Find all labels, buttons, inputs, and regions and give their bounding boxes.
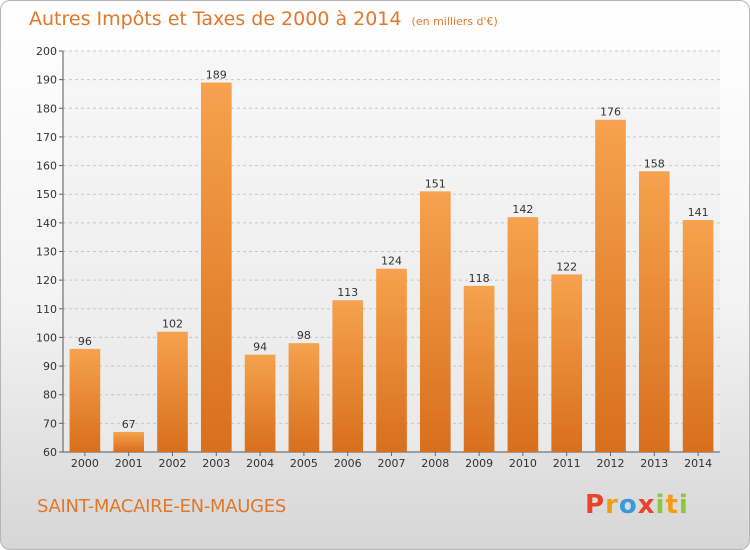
value-label: 96 (78, 335, 92, 348)
y-tick-label: 90 (43, 360, 57, 373)
location-name: SAINT-MACAIRE-EN-MAUGES (37, 496, 286, 517)
y-tick-label: 160 (36, 160, 57, 173)
value-label: 67 (122, 418, 136, 431)
bar-2006 (332, 300, 364, 452)
x-tick-label: 2003 (202, 457, 230, 470)
label-layer: 96 2000 67 2001 102 2002 189 2003 94 2004 98 2005 11… (71, 69, 712, 470)
bar-2010 (507, 217, 539, 452)
logo-letter: t (665, 490, 679, 520)
value-label: 189 (206, 69, 227, 82)
x-tick-label: 2009 (465, 457, 493, 470)
value-label: 158 (644, 157, 665, 170)
bar-2004 (244, 354, 276, 452)
x-tick-label: 2002 (159, 457, 187, 470)
logo-letter: r (605, 490, 619, 520)
y-tick-label: 110 (36, 303, 57, 316)
x-tick-label: 2010 (509, 457, 537, 470)
chart-subtitle: (en milliers d'€) (411, 15, 498, 28)
x-tick-label: 2001 (115, 457, 143, 470)
bar-2000 (69, 348, 101, 452)
bar-2011 (551, 274, 583, 452)
y-tick-label: 100 (36, 331, 57, 344)
bar-2007 (376, 268, 407, 452)
proxiti-logo: Proxiti (585, 490, 689, 520)
x-tick-label: 2012 (597, 457, 625, 470)
bar-2002 (157, 331, 188, 452)
bar-2012 (595, 119, 626, 452)
bar-2003 (200, 82, 232, 452)
x-tick-label: 2011 (553, 457, 581, 470)
chart-title-text: Autres Impôts et Taxes de 2000 à 2014 (29, 8, 402, 30)
bar-2008 (419, 191, 451, 452)
logo-letter: i (678, 490, 689, 520)
y-tick-label: 70 (43, 417, 57, 430)
y-tick-label: 190 (36, 74, 57, 87)
x-tick-label: 2006 (334, 457, 362, 470)
y-tick-label: 60 (43, 446, 57, 459)
y-tick-label: 80 (43, 389, 57, 402)
value-label: 113 (337, 286, 358, 299)
bar-2001 (113, 431, 145, 452)
x-tick-label: 2000 (71, 457, 99, 470)
value-label: 118 (469, 272, 490, 285)
y-tick-label: 140 (36, 217, 57, 230)
logo-letter: x (637, 490, 656, 520)
x-tick-label: 2005 (290, 457, 318, 470)
y-tick-label: 150 (36, 188, 57, 201)
y-tick-label: 130 (36, 246, 57, 259)
value-label: 94 (253, 341, 267, 354)
logo-letter: i (655, 490, 666, 520)
chart-title: Autres Impôts et Taxes de 2000 à 2014 (e… (29, 8, 498, 30)
value-label: 141 (688, 206, 709, 219)
bar-2005 (288, 343, 320, 452)
value-label: 98 (297, 329, 311, 342)
y-tick-label: 170 (36, 131, 57, 144)
x-tick-label: 2013 (640, 457, 668, 470)
y-tick-label: 180 (36, 102, 57, 115)
value-label: 122 (556, 260, 577, 273)
y-tick-label: 200 (36, 45, 57, 58)
bar-2014 (682, 219, 714, 452)
value-label: 124 (381, 255, 402, 268)
x-tick-label: 2004 (246, 457, 274, 470)
x-tick-label: 2014 (684, 457, 712, 470)
bar-layer (69, 82, 714, 453)
bar-2013 (638, 171, 670, 453)
x-tick-label: 2007 (378, 457, 406, 470)
logo-letter: o (618, 490, 638, 520)
y-tick-label: 120 (36, 274, 57, 287)
value-label: 176 (600, 106, 621, 119)
logo-letter: P (585, 490, 606, 520)
value-label: 151 (425, 177, 446, 190)
bar-2009 (463, 285, 495, 452)
value-label: 102 (162, 318, 183, 331)
value-label: 142 (512, 203, 533, 216)
x-tick-label: 2008 (421, 457, 449, 470)
